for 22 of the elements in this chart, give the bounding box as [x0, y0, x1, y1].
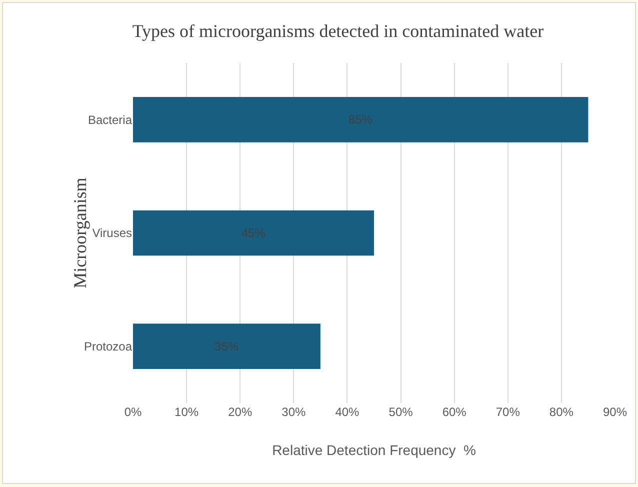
x-tick-label: 0%	[124, 405, 142, 419]
x-tick-label: 40%	[335, 405, 360, 419]
data-label: 45%	[241, 226, 266, 240]
x-tick-label: 30%	[282, 405, 306, 419]
data-label: 35%	[214, 339, 239, 354]
bar	[133, 210, 374, 256]
x-axis-title: Relative Detection Frequency %	[272, 442, 476, 458]
chart-title: Types of microorganisms detected in contaminated water	[132, 21, 544, 42]
x-tick-label: 60%	[442, 405, 467, 419]
y-tick-label: Protozoa	[84, 340, 132, 354]
y-tick-label: Viruses	[92, 226, 132, 240]
x-tick-label: 20%	[228, 405, 252, 419]
x-tick-label: 70%	[496, 405, 520, 419]
data-label: 85%	[348, 112, 373, 127]
y-axis-title: Microorganism	[70, 178, 90, 288]
bar	[133, 97, 588, 142]
x-tick-label: 90%	[602, 405, 628, 419]
bar	[133, 324, 320, 369]
y-tick-label: Bacteria	[88, 112, 132, 127]
x-tick-label: 50%	[388, 405, 414, 419]
x-tick-label: 10%	[174, 405, 199, 419]
x-tick-label: 80%	[549, 405, 574, 419]
